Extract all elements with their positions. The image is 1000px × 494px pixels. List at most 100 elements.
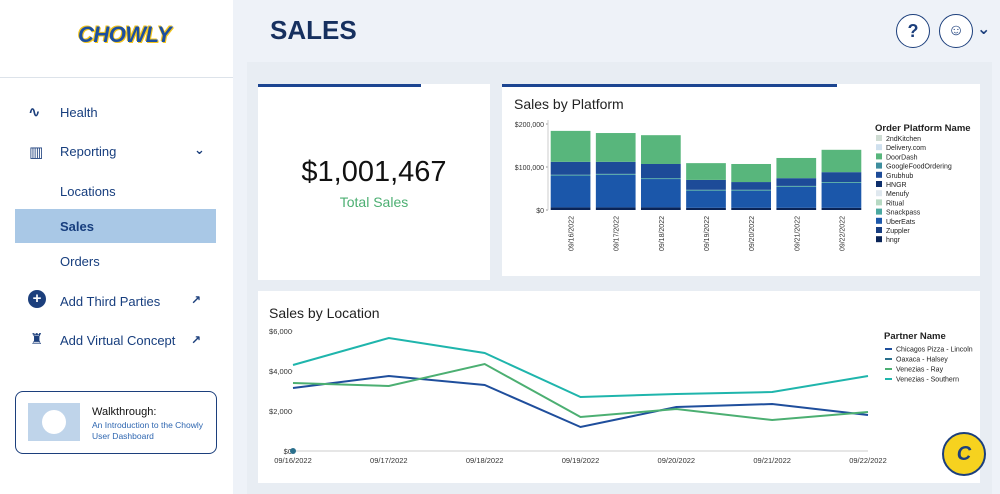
external-icon[interactable]: ↗ (191, 293, 202, 307)
location-chart: Sales by Location $0 $2,000 $4,000 $6,000 09/… (269, 305, 973, 465)
legend-swatch (876, 171, 882, 178)
nav-item[interactable]: Orders (60, 254, 100, 269)
bar-segment (550, 130, 591, 162)
bar-segment (731, 182, 772, 190)
assistant-badge[interactable]: C (942, 432, 986, 476)
chart-title: Sales by Location (269, 305, 380, 321)
bar-segment (821, 172, 862, 183)
profile-button[interactable]: ☺ (939, 14, 973, 48)
x-tick-label: 09/17/2022 (370, 456, 408, 465)
platform-card: Sales by Platform $0 $100,000 $200,000 09/16… (502, 84, 980, 276)
bar-segment (640, 178, 681, 180)
bar-segment (821, 182, 862, 183)
x-tick-label: 09/16/2022 (274, 456, 312, 465)
reporting-icon: ▥ (29, 144, 44, 161)
x-tick-label: 09/22/2022 (839, 216, 846, 251)
x-tick-label: 09/21/2022 (753, 456, 791, 465)
bar-segment (731, 163, 772, 183)
bar-segment (595, 207, 636, 210)
bar-segment (821, 207, 862, 210)
x-tick-label: 09/18/2022 (466, 456, 504, 465)
kpi-label: Total Sales (339, 194, 409, 210)
bar-segment (640, 163, 681, 179)
legend-swatch (876, 199, 882, 206)
bar-segment (686, 189, 726, 191)
bar-segment (776, 157, 817, 179)
x-tick-label: 09/22/2022 (849, 456, 887, 465)
selected-bg (15, 209, 216, 243)
bar-segment (640, 207, 681, 210)
bar-segment (595, 161, 636, 174)
y-tick-label: $2,000 (269, 407, 292, 416)
platform-chart: Sales by Platform $0 $100,000 $200,000 09/16… (514, 96, 971, 251)
external-icon[interactable]: ↗ (191, 333, 202, 347)
legend-swatch (876, 135, 882, 141)
chevron[interactable]: ⌄ (194, 142, 205, 157)
page-title: SALES (270, 15, 357, 45)
chart-title: Sales by Platform (514, 96, 624, 112)
legend-label: Menufy (886, 191, 909, 198)
x-tick-label: 09/17/2022 (614, 216, 621, 251)
x-tick-label: 09/19/2022 (704, 216, 711, 251)
walkthrough-link[interactable]: An Introduction to the Chowly User Dashb… (92, 420, 204, 441)
legend-label: Ritual (886, 200, 904, 207)
card-accent (258, 84, 421, 87)
legend-title: Partner Name (884, 331, 946, 342)
bar-segment (686, 163, 726, 180)
nav-item[interactable]: Locations (60, 184, 116, 199)
legend-label: hngr (886, 237, 901, 244)
nav-item[interactable]: Add Virtual Concept (60, 333, 176, 348)
legend-label: DoorDash (886, 154, 918, 161)
profile-chevron[interactable]: ⌄ (977, 21, 991, 38)
kpi-card: $1,001,467 Total Sales (258, 84, 490, 280)
nav-item[interactable]: Add Third Parties (60, 294, 161, 309)
bar-segment (640, 179, 681, 208)
legend-label: Chicagos Pizza - Lincoln (896, 347, 973, 354)
bar-segment (821, 182, 862, 208)
legend-swatch (876, 227, 882, 233)
legend-label: Venezias - Ray (896, 367, 944, 374)
series-line (292, 336, 869, 399)
nav-item[interactable]: Reporting (60, 144, 117, 159)
y-tick-label: $6,000 (269, 327, 292, 336)
series-point (290, 448, 296, 454)
play-button[interactable] (42, 410, 66, 434)
logo[interactable]: CHOWLY (78, 22, 172, 47)
bar-segment (686, 179, 726, 190)
legend-label: HNGR (886, 182, 907, 189)
legend-swatch (876, 217, 882, 224)
help-button[interactable]: ? (896, 14, 930, 48)
x-tick-label: 09/18/2022 (659, 216, 666, 251)
legend-swatch (876, 190, 882, 197)
nav-item[interactable]: Health (60, 105, 98, 120)
x-tick-label: 09/19/2022 (562, 456, 600, 465)
walkthrough-title: Walkthrough: (92, 406, 157, 418)
bar-segment (595, 133, 636, 162)
y-tick-label: $200,000 (515, 122, 544, 129)
kpi-value: $1,001,467 (301, 156, 447, 188)
legend-swatch (876, 236, 882, 243)
bar-segment (731, 190, 772, 208)
bar-segment (550, 174, 591, 176)
video-thumb (28, 403, 80, 441)
legend-label: Oaxaca - Halsey (896, 357, 948, 364)
legend-label: Snackpass (886, 210, 921, 217)
nav-item[interactable]: Sales (60, 219, 94, 234)
x-tick-label: 09/21/2022 (794, 216, 801, 251)
divider (0, 77, 233, 78)
bar-segment (550, 207, 591, 210)
bar-segment (731, 207, 772, 210)
bar-segment (776, 178, 817, 186)
legend-label: Venezias - Southern (896, 377, 959, 384)
bar-segment (776, 185, 817, 187)
legend-swatch (876, 181, 882, 187)
location-card: Sales by Location $0 $2,000 $4,000 $6,000 09/… (258, 291, 980, 483)
bar-segment (821, 149, 862, 173)
bar-segment (550, 161, 591, 175)
walkthrough[interactable]: Walkthrough: An Introduction to the Chow… (15, 391, 217, 454)
bar-segment (595, 173, 636, 175)
legend-swatch (876, 162, 882, 169)
add-icon: + (28, 290, 46, 308)
legend-label: Delivery.com (886, 145, 926, 152)
